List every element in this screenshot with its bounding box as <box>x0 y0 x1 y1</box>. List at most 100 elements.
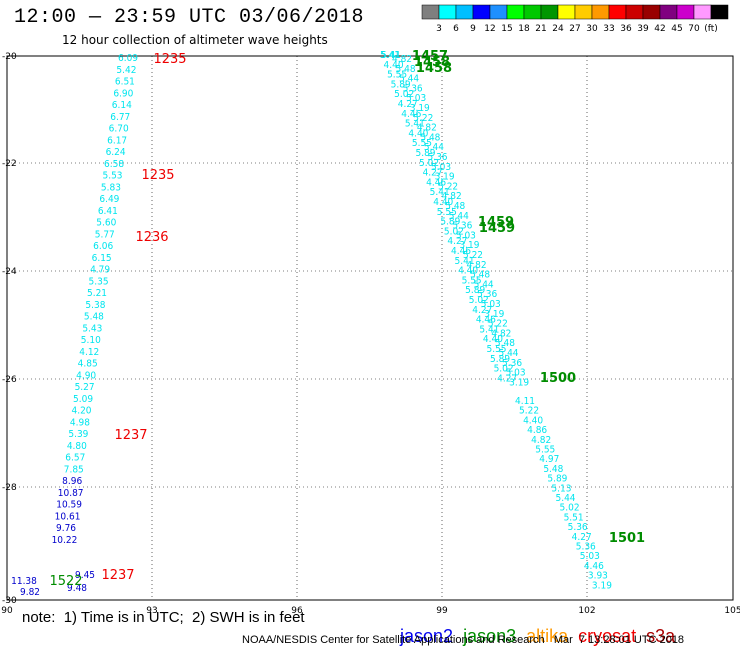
color-label: 24 <box>552 24 564 34</box>
color-swatch <box>676 4 695 20</box>
credit-line: NOAA/NESDIS Center for Satellite Applica… <box>242 634 685 646</box>
swh-value: 4.46 <box>451 246 471 257</box>
swh-value: 4.12 <box>79 347 99 358</box>
swh-value: 5.03 <box>481 299 501 310</box>
cryosat-time-label: 1235 <box>141 168 174 183</box>
swh-value: 5.41 <box>405 119 425 130</box>
swh-value: 6.15 <box>92 253 112 264</box>
swh-value: 5.89 <box>391 79 411 90</box>
swh-value: 5.03 <box>580 551 600 562</box>
swh-value: 3.19 <box>410 103 430 114</box>
swh-value: 5.41 <box>430 187 450 198</box>
y-tick-label: -24 <box>2 267 17 277</box>
swh-value: 4.11 <box>515 396 535 407</box>
swh-value: 4.82 <box>392 54 412 65</box>
swh-value: 6.09 <box>118 53 138 64</box>
swh-value: 6.49 <box>99 194 119 205</box>
swh-value: 6.58 <box>104 159 124 170</box>
swh-value: 4.98 <box>70 417 90 428</box>
swh-value: 5.60 <box>96 218 116 229</box>
color-label: 39 <box>637 24 649 34</box>
swh-value: 5.53 <box>102 171 122 182</box>
swh-value: 5.48 <box>495 338 515 349</box>
swh-value: 10.59 <box>56 500 82 511</box>
swh-value: 10.61 <box>55 511 81 522</box>
swh-value: 4.82 <box>417 123 437 134</box>
swh-value: 5.03 <box>506 368 526 379</box>
color-swatch <box>574 4 593 20</box>
map-border <box>6 55 734 601</box>
color-swatch <box>455 4 474 20</box>
swh-value: 5.77 <box>95 229 115 240</box>
swh-value: 5.36 <box>477 289 497 300</box>
swh-value: 4.40 <box>458 266 478 277</box>
x-tick-label: 90 <box>1 606 13 616</box>
swh-value: 5.36 <box>576 542 596 553</box>
swh-value: 5.22 <box>438 181 458 192</box>
jason3-time-label: 1458 <box>414 55 450 70</box>
x-tick-label: 93 <box>146 606 157 616</box>
swh-value: 5.41 <box>455 256 475 267</box>
jason3-time-label: 1457 <box>412 49 448 64</box>
swh-value: 5.89 <box>547 474 567 485</box>
swh-value: 5.44 <box>399 74 419 85</box>
plot-frame: 90 93 96 99 102 105 -20 -22 -24 -26 -28 -30 <box>1 52 740 616</box>
swh-value: 9.45 <box>75 570 95 581</box>
swh-value: 9.82 <box>20 587 40 598</box>
swh-value: 10.87 <box>58 488 84 499</box>
swh-value: 5.55 <box>387 70 407 81</box>
swh-value: 4.97 <box>539 454 559 465</box>
swh-value: 3.19 <box>435 172 455 183</box>
swh-value: 4.82 <box>442 191 462 202</box>
swh-value: 6.06 <box>93 241 113 252</box>
swh-value: 4.46 <box>584 561 604 572</box>
cryosat-time-label: 1237 <box>101 568 134 583</box>
jason3-time-label: 1459 <box>479 221 515 236</box>
jason3-time-label: 1459 <box>478 215 514 230</box>
swh-value: 6.24 <box>106 147 126 158</box>
y-tick-label: -28 <box>2 483 17 493</box>
swh-value: 5.48 <box>396 64 416 75</box>
color-label: 18 <box>518 24 530 34</box>
cryosat-time-label: 1235 <box>153 52 186 67</box>
color-label: 15 <box>501 24 512 34</box>
swh-value: 4.40 <box>433 197 453 208</box>
swh-value: 4.46 <box>401 109 421 120</box>
color-swatch <box>506 4 525 20</box>
cryosat-time-label: 1236 <box>135 230 168 245</box>
swh-value: 4.40 <box>408 128 428 139</box>
swh-value: 6.17 <box>107 135 127 146</box>
color-swatch <box>438 4 457 20</box>
color-swatch <box>523 4 542 20</box>
color-label: 21 <box>535 24 546 34</box>
swh-value: 5.89 <box>465 285 485 296</box>
swh-value: 5.03 <box>406 93 426 104</box>
swh-value: 5.10 <box>81 335 101 346</box>
swh-value: 5.02 <box>444 226 464 237</box>
swh-value: 5.55 <box>462 275 482 286</box>
jason3-time-label: 1501 <box>609 531 645 546</box>
legend-s3a: s3a <box>646 626 676 646</box>
footer-note: note: 1) Time is in UTC; 2) SWH is in fe… <box>22 609 305 626</box>
swh-value: 4.79 <box>90 265 110 276</box>
swh-value: 5.48 <box>420 132 440 143</box>
color-swatch <box>421 4 440 20</box>
swh-value: 6.57 <box>65 453 85 464</box>
swh-value: 5.02 <box>560 503 580 514</box>
swh-value: 11.38 <box>11 576 37 587</box>
swh-value: 5.02 <box>394 89 414 100</box>
swh-value: 5.51 <box>564 512 584 523</box>
swh-value: 5.42 <box>116 65 136 76</box>
swh-value: 5.02 <box>419 158 439 169</box>
jason3-time-label: 1522 <box>49 574 82 589</box>
swh-value: 5.44 <box>449 211 469 222</box>
x-tick-label: 105 <box>724 606 740 616</box>
swh-value: 5.55 <box>535 445 555 456</box>
y-tick-label: -22 <box>2 159 17 169</box>
swh-value: 5.36 <box>568 522 588 533</box>
satellite-tracks: 6.095.426.516.906.146.776.706.176.246.58… <box>11 49 645 598</box>
swh-value: 5.27 <box>75 382 95 393</box>
swh-value: 5.35 <box>89 276 109 287</box>
swh-value: 8.96 <box>62 476 82 487</box>
color-label: (ft) <box>704 24 718 34</box>
